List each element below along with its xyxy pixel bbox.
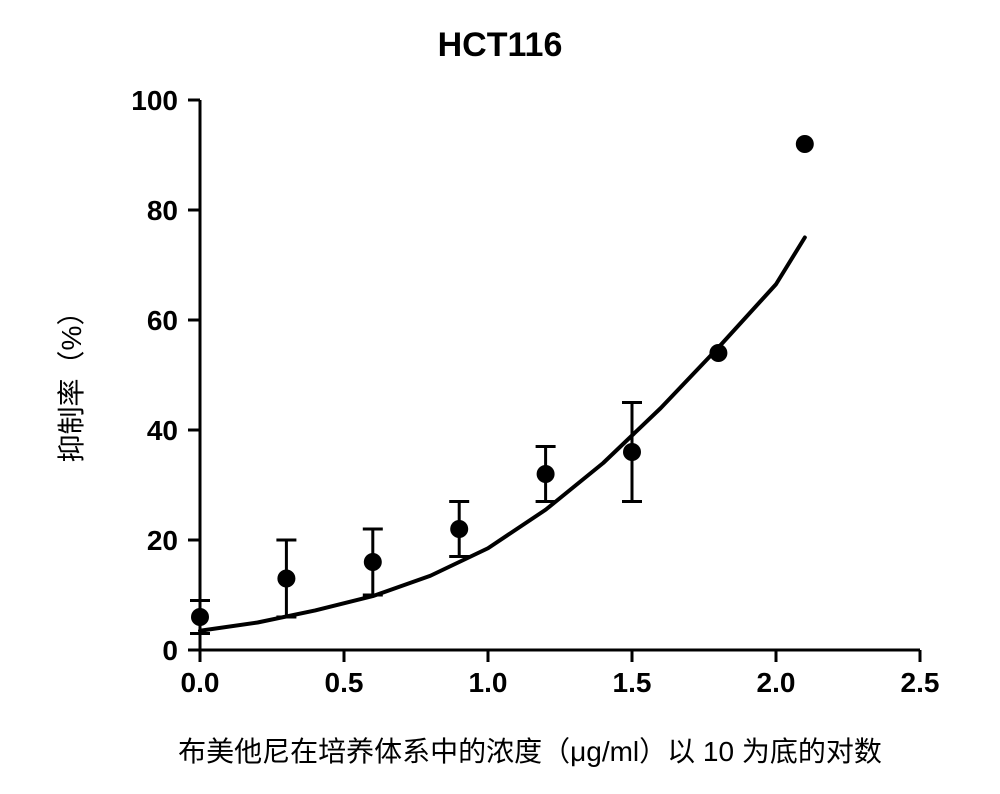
y-tick-label: 60 bbox=[147, 305, 178, 336]
data-point bbox=[364, 553, 382, 571]
data-point bbox=[709, 344, 727, 362]
y-tick-label: 40 bbox=[147, 415, 178, 446]
x-tick-label: 1.0 bbox=[469, 667, 508, 698]
x-tick-label: 2.0 bbox=[757, 667, 796, 698]
chart-container: HCT116 0204060801000.00.51.01.52.02.5 抑制… bbox=[0, 0, 1000, 794]
chart-svg: 0 20 40 60 80 100 0.0 0.5 1.0 1.5 2.0 2.5 bbox=[0, 0, 1000, 794]
data-point bbox=[450, 520, 468, 538]
data-point bbox=[623, 443, 641, 461]
x-tick-label: 2.5 bbox=[901, 667, 940, 698]
y-tick-label: 80 bbox=[147, 195, 178, 226]
data-point bbox=[796, 135, 814, 153]
x-tick-label: 1.5 bbox=[613, 667, 652, 698]
axes: 0 20 40 60 80 100 0.0 0.5 1.0 1.5 2.0 2.5 bbox=[131, 85, 939, 698]
y-tick-label: 100 bbox=[131, 85, 178, 116]
error-bars bbox=[190, 403, 642, 634]
data-point bbox=[277, 570, 295, 588]
y-tick-label: 0 bbox=[162, 635, 178, 666]
x-tick-label: 0.5 bbox=[325, 667, 364, 698]
data-point bbox=[537, 465, 555, 483]
y-tick-label: 20 bbox=[147, 525, 178, 556]
x-tick-label: 0.0 bbox=[181, 667, 220, 698]
y-axis-label: 抑制率（%） bbox=[50, 250, 90, 510]
data-point bbox=[191, 608, 209, 626]
x-axis-label: 布美他尼在培养体系中的浓度（μg/ml）以 10 为底的对数 bbox=[100, 730, 960, 770]
data-points bbox=[191, 135, 814, 626]
